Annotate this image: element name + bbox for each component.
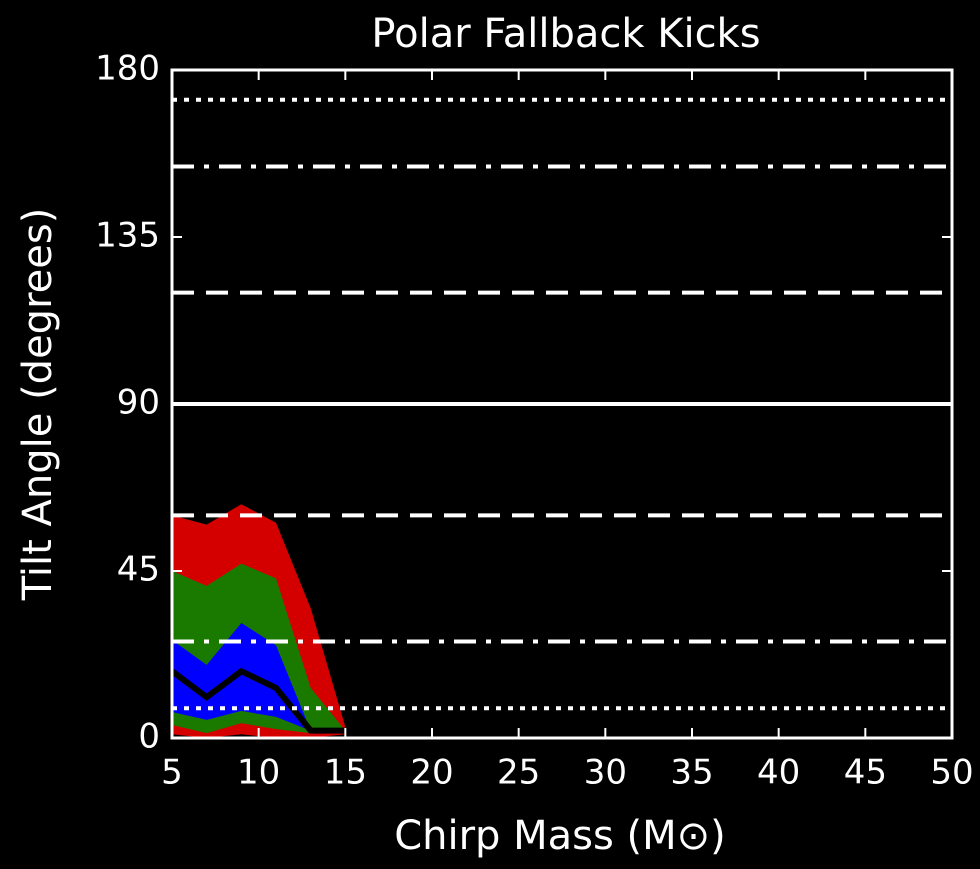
x-tick-label: 45	[844, 753, 887, 793]
band-area	[172, 622, 311, 731]
y-tick-label: 135	[95, 216, 160, 256]
x-tick-label: 20	[410, 753, 453, 793]
x-tick-label: 50	[930, 753, 973, 793]
x-tick-label: 5	[161, 753, 183, 793]
x-axis-label: Chirp Mass (M⊙)	[394, 813, 726, 859]
y-tick-label: 90	[117, 383, 160, 423]
x-tick-label: 15	[324, 753, 367, 793]
y-axis-label: Tilt Angle (degrees)	[15, 208, 61, 602]
y-tick-label: 45	[117, 550, 160, 590]
x-tick-label: 10	[237, 753, 280, 793]
x-tick-label: 35	[670, 753, 713, 793]
chart-title: Polar Fallback Kicks	[371, 11, 760, 57]
y-tick-label: 180	[95, 49, 160, 89]
x-tick-label: 30	[584, 753, 627, 793]
x-tick-label: 40	[757, 753, 800, 793]
x-tick-label: 25	[497, 753, 540, 793]
y-tick-label: 0	[138, 717, 160, 757]
median-line	[170, 667, 346, 734]
